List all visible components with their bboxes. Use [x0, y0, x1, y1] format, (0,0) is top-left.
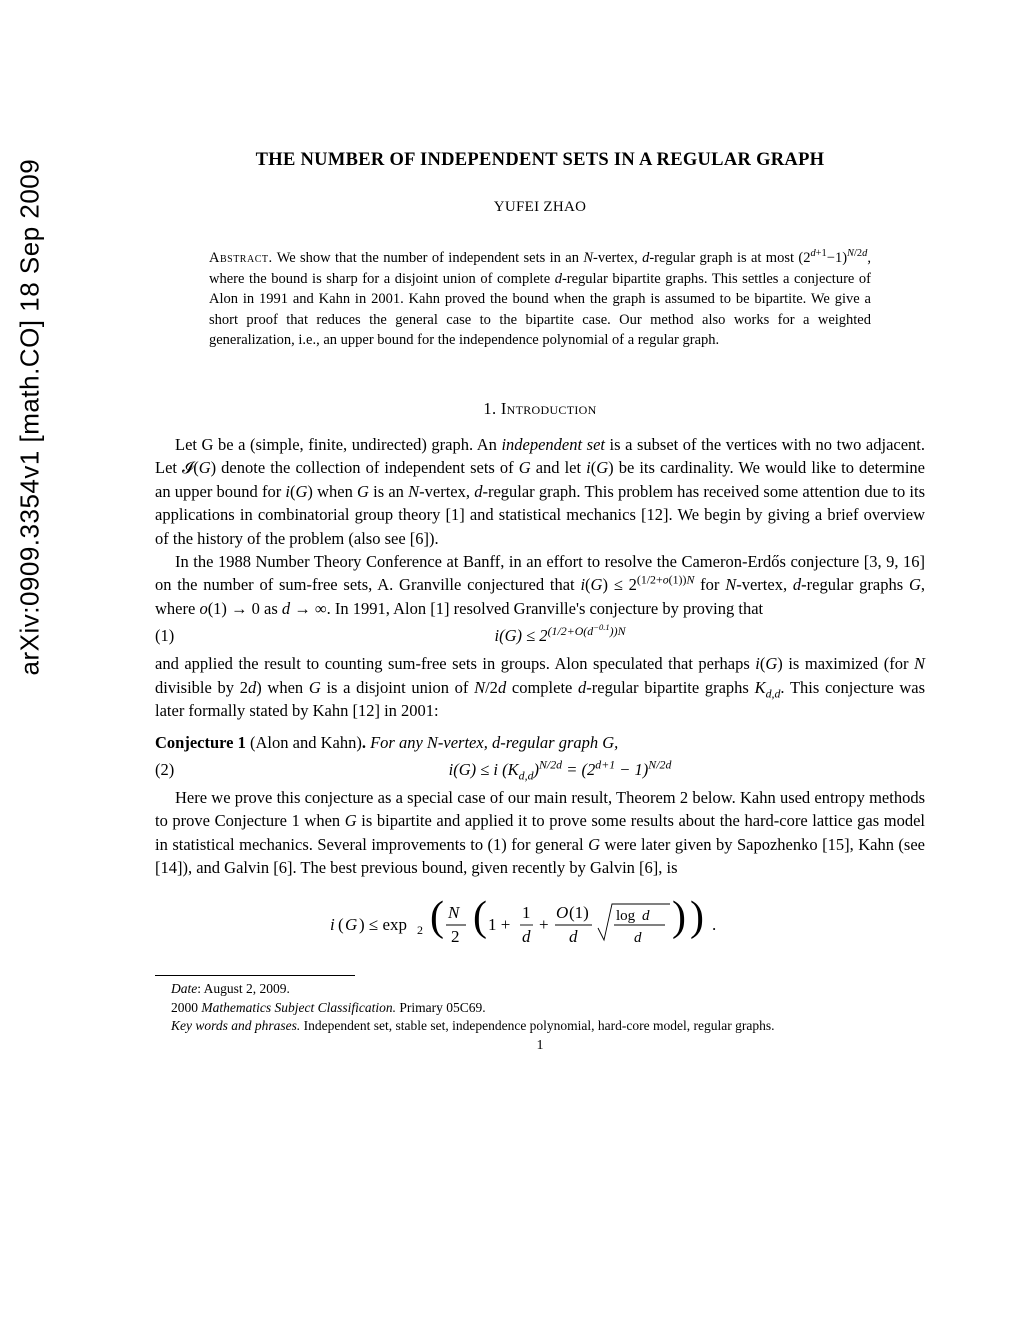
term-independent-set: independent set — [501, 435, 605, 454]
paper-title: THE NUMBER OF INDEPENDENT SETS IN A REGU… — [155, 150, 925, 171]
conjecture-attribution: (Alon and Kahn) — [250, 733, 362, 752]
equation-3-svg: i ( G ) ≤ exp 2 ( N 2 ( 1 + 1 d + O (1) … — [330, 890, 750, 956]
svg-text:G: G — [345, 915, 357, 934]
svg-text:+: + — [539, 915, 549, 934]
abstract-label: Abstract. — [209, 250, 273, 266]
footnote-keywords-label: Key words and phrases. — [171, 1018, 304, 1033]
conjecture-label: Conjecture 1 — [155, 733, 250, 752]
paper-author: YUFEI ZHAO — [155, 199, 925, 216]
page-number: 1 — [155, 1038, 925, 1054]
svg-text:2: 2 — [417, 923, 423, 937]
equation-1-number: (1) — [155, 626, 195, 646]
svg-text:i: i — [330, 915, 335, 934]
para1-a: Let G be a (simple, finite, undirected) … — [175, 435, 501, 454]
svg-text:d: d — [569, 927, 578, 946]
svg-text:d: d — [522, 927, 531, 946]
footnote-msc: 2000 Mathematics Subject Classification.… — [155, 999, 925, 1018]
conjecture-statement: For any N-vertex, d-regular graph G, — [366, 733, 618, 752]
svg-text:(: ( — [430, 894, 444, 940]
footnote-msc-value: Primary 05C69. — [399, 1000, 485, 1015]
svg-text:O: O — [556, 903, 568, 922]
page-content: THE NUMBER OF INDEPENDENT SETS IN A REGU… — [155, 0, 925, 1054]
svg-text:N: N — [447, 903, 461, 922]
footnote-date-label: Date — [171, 981, 197, 996]
svg-text:d: d — [634, 930, 642, 946]
footnote-date-value: : August 2, 2009. — [197, 981, 290, 996]
paragraph-1: Let G be a (simple, finite, undirected) … — [155, 433, 925, 550]
svg-text:d: d — [642, 908, 650, 924]
svg-text:2: 2 — [451, 927, 460, 946]
abstract-text: We show that the number of independent s… — [209, 250, 871, 348]
equation-2-body: i(G) ≤ i (Kd,d)N/2d = (2d+1 − 1)N/2d — [195, 760, 925, 780]
equation-3: i ( G ) ≤ exp 2 ( N 2 ( 1 + 1 d + O (1) … — [155, 890, 925, 961]
svg-text:) ≤ exp: ) ≤ exp — [359, 915, 407, 934]
section-heading: 1. Introduction — [155, 399, 925, 419]
equation-2-number: (2) — [155, 760, 195, 780]
svg-text:): ) — [672, 894, 686, 940]
footnote-rule — [155, 975, 355, 976]
svg-text:.: . — [712, 915, 716, 934]
svg-text:log: log — [616, 908, 636, 924]
svg-text:(1): (1) — [569, 903, 589, 922]
paragraph-2: In the 1988 Number Theory Conference at … — [155, 550, 925, 620]
svg-text:): ) — [690, 894, 704, 940]
conjecture-1: Conjecture 1 (Alon and Kahn). For any N-… — [155, 731, 925, 754]
arxiv-identifier: arXiv:0909.3354v1 [math.CO] 18 Sep 2009 — [15, 159, 46, 676]
svg-text:(: ( — [338, 915, 344, 934]
paragraph-4: Here we prove this conjecture as a speci… — [155, 786, 925, 880]
footnote-date: Date: August 2, 2009. — [155, 980, 925, 999]
svg-text:1: 1 — [522, 903, 531, 922]
abstract: Abstract. We show that the number of ind… — [209, 248, 871, 351]
footnote-msc-label: 2000 Mathematics Subject Classification. — [171, 1000, 399, 1015]
paragraph-3: and applied the result to counting sum-f… — [155, 652, 925, 722]
equation-1: (1) i(G) ≤ 2(1/2+O(d−0.1))N — [155, 626, 925, 646]
footnote-keywords-value: Independent set, stable set, independenc… — [304, 1018, 775, 1033]
equation-2: (2) i(G) ≤ i (Kd,d)N/2d = (2d+1 − 1)N/2d — [155, 760, 925, 780]
svg-text:(: ( — [473, 894, 487, 940]
footnote-keywords: Key words and phrases. Independent set, … — [155, 1017, 925, 1036]
equation-1-body: i(G) ≤ 2(1/2+O(d−0.1))N — [195, 626, 925, 646]
svg-text:1 +: 1 + — [488, 915, 510, 934]
